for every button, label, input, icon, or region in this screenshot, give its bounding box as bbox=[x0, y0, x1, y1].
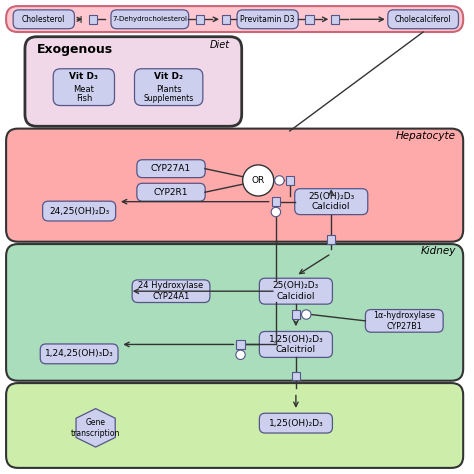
FancyBboxPatch shape bbox=[25, 36, 242, 126]
FancyBboxPatch shape bbox=[40, 344, 118, 364]
FancyBboxPatch shape bbox=[13, 10, 74, 29]
FancyBboxPatch shape bbox=[137, 160, 205, 178]
Text: Cholecalciferol: Cholecalciferol bbox=[395, 15, 451, 24]
Bar bbox=[89, 15, 97, 24]
Text: 25(OH)₂D₃
Calcidiol: 25(OH)₂D₃ Calcidiol bbox=[273, 282, 319, 301]
Text: 1,24,25(OH)₃D₃: 1,24,25(OH)₃D₃ bbox=[45, 349, 113, 358]
Text: Supplements: Supplements bbox=[144, 94, 194, 103]
Bar bbox=[327, 235, 336, 244]
Text: Kidney: Kidney bbox=[421, 246, 456, 256]
Circle shape bbox=[236, 350, 245, 359]
Bar bbox=[305, 15, 314, 24]
Text: ||: || bbox=[78, 16, 82, 23]
Text: CYP2R1: CYP2R1 bbox=[154, 188, 188, 197]
FancyBboxPatch shape bbox=[6, 128, 463, 242]
Circle shape bbox=[301, 310, 311, 319]
Text: Cholesterol: Cholesterol bbox=[22, 15, 65, 24]
Bar bbox=[285, 176, 294, 185]
Bar bbox=[272, 197, 280, 206]
Text: Diet: Diet bbox=[210, 40, 230, 50]
FancyBboxPatch shape bbox=[259, 331, 332, 357]
Text: 24,25(OH)₂D₃: 24,25(OH)₂D₃ bbox=[49, 207, 109, 216]
Text: Meat: Meat bbox=[73, 85, 94, 94]
FancyBboxPatch shape bbox=[6, 383, 463, 468]
Bar bbox=[292, 310, 300, 319]
FancyBboxPatch shape bbox=[111, 10, 189, 29]
Bar bbox=[292, 372, 300, 380]
FancyBboxPatch shape bbox=[295, 189, 368, 215]
FancyBboxPatch shape bbox=[237, 10, 298, 29]
Text: 24 Hydroxylase
CYP24A1: 24 Hydroxylase CYP24A1 bbox=[138, 282, 204, 301]
Text: Vit D₂: Vit D₂ bbox=[154, 72, 183, 81]
Polygon shape bbox=[76, 409, 115, 447]
FancyBboxPatch shape bbox=[365, 310, 443, 332]
Text: 1,25(OH)₂D₃
Calcitriol: 1,25(OH)₂D₃ Calcitriol bbox=[269, 335, 323, 354]
Text: Previtamin D3: Previtamin D3 bbox=[240, 15, 295, 24]
Text: OR: OR bbox=[252, 176, 265, 185]
FancyBboxPatch shape bbox=[6, 6, 463, 32]
FancyBboxPatch shape bbox=[388, 10, 458, 29]
Text: CYP27A1: CYP27A1 bbox=[151, 164, 191, 173]
FancyBboxPatch shape bbox=[132, 280, 210, 302]
Text: Gene
transcription: Gene transcription bbox=[71, 418, 120, 438]
Text: Vit D₃: Vit D₃ bbox=[69, 72, 98, 81]
FancyBboxPatch shape bbox=[135, 69, 203, 106]
Bar bbox=[222, 15, 230, 24]
Bar bbox=[196, 15, 204, 24]
Circle shape bbox=[271, 207, 281, 217]
FancyBboxPatch shape bbox=[259, 278, 332, 304]
FancyBboxPatch shape bbox=[6, 244, 463, 381]
FancyBboxPatch shape bbox=[259, 413, 332, 433]
Text: 7-Dehydrocholesterol: 7-Dehydrocholesterol bbox=[112, 16, 187, 22]
Text: Fish: Fish bbox=[76, 94, 92, 103]
Bar bbox=[331, 15, 339, 24]
FancyBboxPatch shape bbox=[53, 69, 115, 106]
FancyBboxPatch shape bbox=[137, 183, 205, 201]
Text: Hepatocyte: Hepatocyte bbox=[396, 131, 456, 141]
Bar bbox=[237, 340, 245, 349]
Text: Plants: Plants bbox=[156, 85, 182, 94]
FancyBboxPatch shape bbox=[43, 201, 116, 221]
Text: 1,25(OH)₂D₃: 1,25(OH)₂D₃ bbox=[269, 419, 323, 428]
Circle shape bbox=[243, 165, 274, 196]
Text: 25(OH)₂D₃
Calcidiol: 25(OH)₂D₃ Calcidiol bbox=[308, 192, 355, 211]
Circle shape bbox=[275, 176, 284, 185]
Text: Exogenous: Exogenous bbox=[36, 43, 113, 56]
Text: 1α-hydroxylase
CYP27B1: 1α-hydroxylase CYP27B1 bbox=[374, 311, 435, 330]
